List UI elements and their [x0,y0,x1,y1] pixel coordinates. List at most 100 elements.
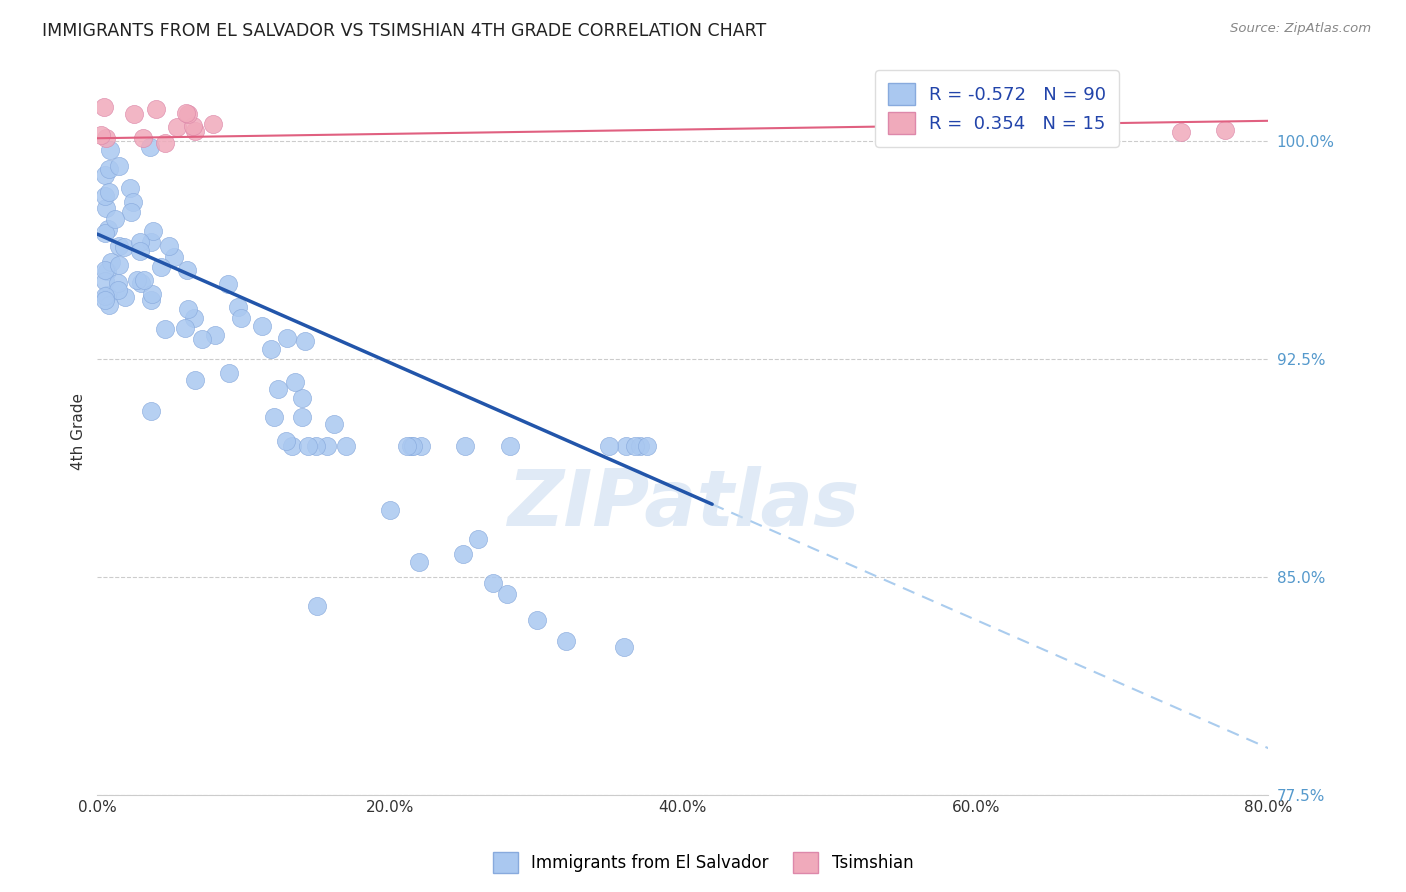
Point [454,439,477,453]
Point [98,185,121,199]
Point [305,599,328,613]
Point [122,194,145,209]
Point [554,633,576,648]
Point [217,277,239,291]
Legend: R = -0.572   N = 90, R =  0.354   N = 15: R = -0.572 N = 90, R = 0.354 N = 15 [875,70,1119,147]
Point [100,254,122,268]
Point [335,439,357,453]
Legend: Immigrants from El Salvador, Tsimshian: Immigrants from El Salvador, Tsimshian [486,846,920,880]
Point [181,119,204,133]
Point [1213,122,1236,136]
Point [322,417,344,431]
Point [250,319,273,334]
Point [98,298,121,312]
Point [614,439,637,453]
Y-axis label: 4th Grade: 4th Grade [72,393,86,470]
Point [107,239,129,253]
Point [218,366,240,380]
Point [163,251,186,265]
Point [399,439,422,453]
Point [378,503,401,517]
Text: ZIPatlas: ZIPatlas [506,467,859,542]
Point [153,321,176,335]
Point [107,258,129,272]
Point [107,276,129,290]
Point [305,439,328,453]
Point [93,263,115,277]
Point [636,439,658,453]
Point [177,301,200,316]
Point [122,107,145,121]
Point [229,311,252,326]
Point [94,226,117,240]
Point [624,439,647,453]
Point [202,117,225,131]
Point [204,328,226,343]
Point [139,293,162,308]
Point [112,240,135,254]
Point [145,102,167,116]
Point [94,201,117,215]
Point [628,439,651,453]
Point [93,100,115,114]
Point [173,321,195,335]
Point [93,289,115,303]
Point [284,375,307,389]
Point [141,287,163,301]
Point [177,107,200,121]
Point [496,587,519,601]
Point [408,555,430,569]
Point [402,439,425,453]
Point [260,343,283,357]
Point [183,124,205,138]
Point [129,276,152,290]
Point [291,410,314,425]
Point [129,244,152,259]
Point [159,239,181,253]
Point [108,159,131,173]
Point [166,120,188,134]
Point [281,439,304,453]
Point [96,288,118,302]
Point [183,311,205,326]
Point [94,131,117,145]
Point [291,391,314,405]
Point [276,434,298,448]
Point [132,131,155,145]
Point [191,332,214,346]
Point [93,168,115,182]
Point [100,143,122,157]
Point [90,128,112,142]
Point [467,532,489,546]
Point [139,140,162,154]
Point [93,274,115,288]
Point [141,235,163,249]
Point [93,188,115,202]
Point [297,439,319,453]
Point [526,614,548,628]
Point [120,181,142,195]
Point [184,372,207,386]
Point [153,136,176,150]
Point [499,439,522,453]
Point [97,222,120,236]
Point [263,410,285,425]
Point [315,439,337,453]
Point [142,224,165,238]
Point [120,205,142,219]
Point [613,640,636,654]
Point [481,575,503,590]
Text: Source: ZipAtlas.com: Source: ZipAtlas.com [1230,22,1371,36]
Point [132,273,155,287]
Point [176,263,198,277]
Point [127,273,149,287]
Point [174,106,197,120]
Point [276,331,298,345]
Point [149,260,172,274]
Point [294,334,316,349]
Point [107,283,129,297]
Point [598,439,620,453]
Point [96,263,118,277]
Point [1170,125,1192,139]
Point [114,289,136,303]
